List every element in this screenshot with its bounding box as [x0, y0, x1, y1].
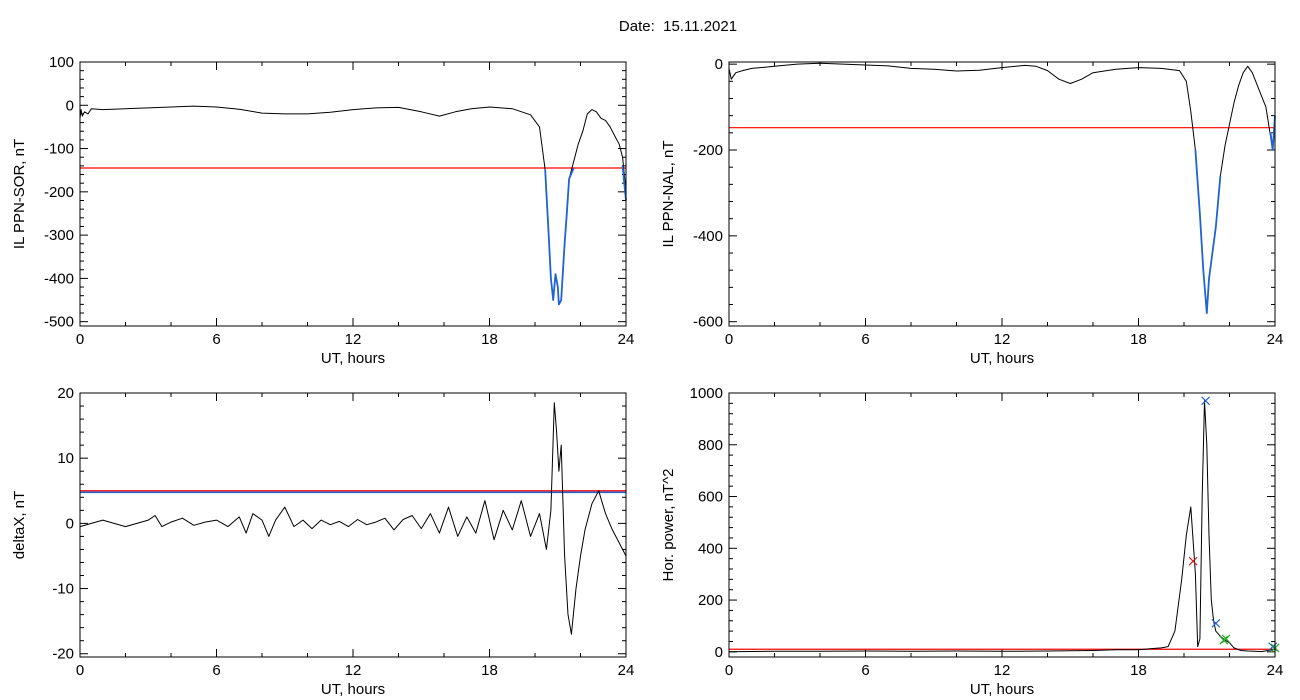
x-tick-label: 0: [76, 662, 84, 679]
x-marker-stroke: [1219, 635, 1229, 645]
y-tick-label: 0: [715, 56, 723, 73]
x-tick-label: 24: [618, 331, 635, 348]
series-line-2: [1194, 149, 1222, 315]
y-tick-label: -200: [44, 184, 74, 201]
x-axis-title: UT, hours: [970, 350, 1034, 367]
y-axis-title: Hor. power, nT^2: [660, 469, 677, 582]
series-line-1: [728, 400, 1276, 653]
chart-panel-3: 0 6 12 18 24 20 10 0 -10 -20 UT, hours deltaX, nT: [11, 385, 634, 698]
x-marker: [1188, 556, 1198, 566]
x-marker: [1219, 635, 1229, 645]
series-line-1: [79, 105, 627, 305]
x-tick-label: 18: [1130, 331, 1147, 348]
y-tick-label: -20: [52, 646, 74, 663]
y-tick-label: 20: [57, 385, 74, 402]
x-tick-label: 12: [994, 331, 1011, 348]
x-tick-label: 0: [76, 331, 84, 348]
x-marker: [1201, 396, 1211, 406]
y-tick-label: -300: [44, 227, 74, 244]
x-tick-label: 18: [481, 331, 498, 348]
x-tick-label: 6: [212, 662, 220, 679]
y-tick-label: 200: [698, 592, 723, 609]
x-axis-title: UT, hours: [321, 681, 385, 698]
x-axis-title: UT, hours: [970, 681, 1034, 698]
plot-frame: [728, 61, 1276, 327]
chart-panel-2: 0 6 12 18 24 0 -200 -400 -600 UT, hours IL PPN-NAL…: [660, 56, 1283, 367]
y-tick-label: 0: [66, 97, 74, 114]
y-tick-label: -100: [44, 141, 74, 158]
y-tick-label: -200: [693, 142, 723, 159]
y-tick-label: 10: [57, 450, 74, 467]
plot-frame: [728, 392, 1276, 658]
x-marker-stroke: [1201, 396, 1211, 406]
x-tick-label: 24: [618, 662, 635, 679]
x-tick-label: 6: [861, 662, 869, 679]
x-tick-label: 6: [212, 331, 220, 348]
x-marker-stroke: [1221, 634, 1231, 644]
y-tick-label: -600: [693, 314, 723, 331]
x-tick-label: 18: [481, 662, 498, 679]
y-axis-title: IL PPN-NAL, nT: [660, 141, 677, 248]
series-line-3: [1269, 115, 1276, 151]
y-tick-label: 1000: [690, 385, 723, 402]
y-axis-title: IL PPN-SOR, nT: [11, 139, 28, 249]
x-tick-label: 6: [861, 331, 869, 348]
chart-date-title: Date: 15.11.2021: [0, 18, 1300, 35]
x-tick-label: 0: [725, 662, 733, 679]
series-line-2: [544, 167, 575, 306]
y-tick-label: 0: [66, 515, 74, 532]
plot-frame: [79, 61, 627, 327]
x-marker-stroke: [1188, 556, 1198, 566]
series-line-3: [621, 165, 627, 201]
x-marker: [1221, 634, 1231, 644]
y-tick-label: -10: [52, 581, 74, 598]
x-tick-label: 12: [994, 662, 1011, 679]
plot-frame: [79, 392, 627, 658]
chart-panel-1: 0 6 12 18 24 100 0 -100 -200 -300 -400 -500 UT, hour…: [11, 54, 634, 367]
x-tick-label: 12: [345, 662, 362, 679]
series-line-1: [79, 402, 627, 635]
x-tick-label: 12: [345, 331, 362, 348]
y-tick-label: -400: [44, 270, 74, 287]
date-value: 15.11.2021: [663, 18, 738, 35]
x-tick-label: 24: [1267, 662, 1284, 679]
y-tick-label: 100: [49, 54, 74, 71]
x-marker: [1211, 618, 1221, 628]
y-tick-label: 600: [698, 489, 723, 506]
chart-panel-4: 0 6 12 18 24 1000 800 600 400 200 0 UT, hours Hor. p…: [660, 385, 1283, 698]
y-tick-label: 800: [698, 437, 723, 454]
y-tick-label: 0: [715, 644, 723, 661]
x-tick-label: 18: [1130, 662, 1147, 679]
y-tick-label: 400: [698, 540, 723, 557]
y-tick-label: -400: [693, 228, 723, 245]
y-axis-title: deltaX, nT: [11, 491, 28, 559]
x-tick-label: 0: [725, 331, 733, 348]
x-tick-label: 24: [1267, 331, 1284, 348]
x-marker-stroke: [1211, 618, 1221, 628]
x-axis-title: UT, hours: [321, 350, 385, 367]
date-label: Date:: [618, 18, 655, 35]
y-tick-label: -500: [44, 314, 74, 331]
series-line-1: [728, 62, 1276, 314]
